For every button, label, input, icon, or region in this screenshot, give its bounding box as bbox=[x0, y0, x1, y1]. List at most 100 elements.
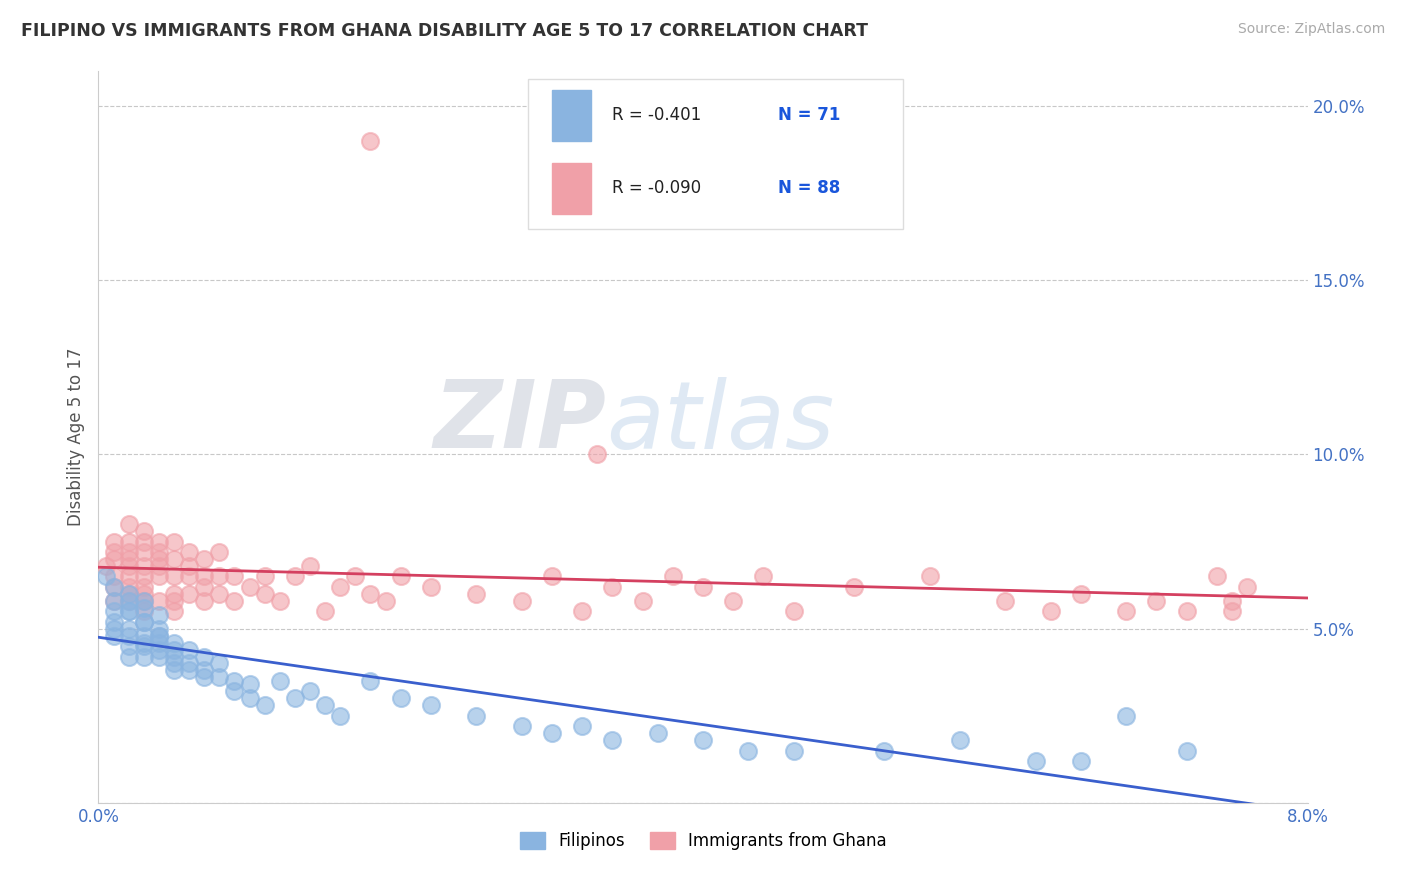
Point bbox=[103, 534, 125, 549]
Point bbox=[163, 587, 186, 601]
Point bbox=[132, 600, 155, 615]
Point bbox=[179, 545, 201, 559]
Point bbox=[344, 569, 367, 583]
Point bbox=[118, 569, 141, 583]
Point bbox=[118, 580, 141, 594]
Point bbox=[132, 594, 155, 608]
Point bbox=[1039, 604, 1062, 618]
Point bbox=[132, 524, 155, 538]
Point bbox=[163, 569, 186, 583]
Point bbox=[118, 629, 141, 643]
Point bbox=[631, 594, 654, 608]
Point bbox=[540, 569, 562, 583]
Text: N = 88: N = 88 bbox=[778, 179, 841, 197]
Point bbox=[193, 552, 215, 566]
Point bbox=[783, 743, 806, 757]
Point bbox=[132, 580, 155, 594]
Point bbox=[208, 587, 231, 601]
Point bbox=[118, 604, 141, 618]
Point bbox=[179, 569, 201, 583]
Point bbox=[132, 569, 155, 583]
Point bbox=[163, 552, 186, 566]
Point bbox=[1236, 580, 1258, 594]
Point bbox=[239, 691, 262, 706]
Point bbox=[540, 726, 562, 740]
Point bbox=[299, 684, 322, 698]
Point bbox=[163, 604, 186, 618]
Point bbox=[783, 604, 806, 618]
Point bbox=[465, 708, 488, 723]
FancyBboxPatch shape bbox=[527, 78, 903, 228]
Point bbox=[132, 604, 155, 618]
Point bbox=[132, 534, 155, 549]
Point bbox=[179, 587, 201, 601]
Point bbox=[284, 691, 307, 706]
Point bbox=[692, 580, 714, 594]
Point bbox=[949, 733, 972, 747]
Point bbox=[193, 580, 215, 594]
Point bbox=[132, 615, 155, 629]
Point bbox=[1025, 754, 1047, 768]
Point bbox=[179, 642, 201, 657]
Point bbox=[844, 580, 866, 594]
Point bbox=[737, 743, 759, 757]
Point bbox=[224, 569, 246, 583]
Legend: Filipinos, Immigrants from Ghana: Filipinos, Immigrants from Ghana bbox=[513, 825, 893, 856]
Point bbox=[510, 594, 533, 608]
Text: R = -0.401: R = -0.401 bbox=[613, 106, 702, 124]
Point bbox=[1220, 594, 1243, 608]
Point bbox=[148, 629, 170, 643]
Point bbox=[314, 604, 336, 618]
Point bbox=[179, 657, 201, 671]
Bar bbox=[551, 90, 591, 141]
Point bbox=[420, 698, 443, 713]
Point bbox=[118, 594, 141, 608]
Point bbox=[103, 594, 125, 608]
Point bbox=[163, 664, 186, 678]
Point bbox=[179, 664, 201, 678]
Point bbox=[253, 569, 276, 583]
Point bbox=[360, 673, 382, 688]
Point bbox=[314, 698, 336, 713]
Point bbox=[465, 587, 488, 601]
Point bbox=[602, 733, 624, 747]
Point bbox=[253, 698, 276, 713]
Point bbox=[994, 594, 1017, 608]
Point bbox=[208, 545, 231, 559]
Point bbox=[103, 629, 125, 643]
Point bbox=[269, 594, 291, 608]
Point bbox=[163, 657, 186, 671]
Point bbox=[118, 552, 141, 566]
Point bbox=[389, 569, 412, 583]
Point bbox=[118, 545, 141, 559]
Point bbox=[193, 594, 215, 608]
Text: atlas: atlas bbox=[606, 377, 835, 468]
Point bbox=[253, 587, 276, 601]
Point bbox=[374, 594, 396, 608]
Point bbox=[389, 691, 412, 706]
Point bbox=[118, 587, 141, 601]
Point bbox=[179, 558, 201, 573]
Point bbox=[94, 569, 117, 583]
Point bbox=[1146, 594, 1168, 608]
Point bbox=[163, 594, 186, 608]
Point bbox=[118, 587, 141, 601]
Point bbox=[148, 552, 170, 566]
Point bbox=[148, 558, 170, 573]
Point bbox=[148, 594, 170, 608]
Point bbox=[1115, 708, 1137, 723]
Point bbox=[118, 639, 141, 653]
Point bbox=[118, 594, 141, 608]
Point bbox=[1175, 604, 1198, 618]
Point bbox=[1206, 569, 1229, 583]
Point bbox=[148, 629, 170, 643]
Point bbox=[148, 545, 170, 559]
Text: ZIP: ZIP bbox=[433, 376, 606, 468]
Point bbox=[1070, 587, 1092, 601]
Point bbox=[510, 719, 533, 733]
Point bbox=[118, 622, 141, 636]
Text: N = 71: N = 71 bbox=[778, 106, 841, 124]
Y-axis label: Disability Age 5 to 17: Disability Age 5 to 17 bbox=[66, 348, 84, 526]
Point bbox=[193, 664, 215, 678]
Point bbox=[269, 673, 291, 688]
